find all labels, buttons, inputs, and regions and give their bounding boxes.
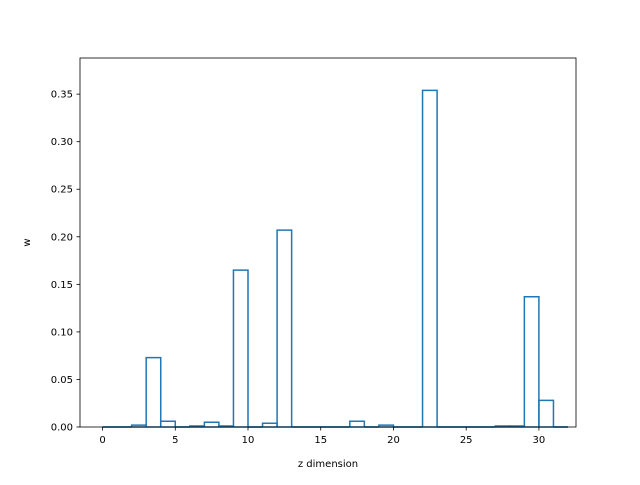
y-tick-label: 0.25	[51, 185, 73, 196]
y-ticks: 0.00 0.05 0.10 0.15 0.20 0.25 0.30 0.35	[51, 90, 80, 434]
y-tick-label: 0.05	[51, 375, 73, 386]
x-tick-label: 10	[242, 435, 255, 446]
histogram-bar	[145, 356, 162, 427]
histogram-bar	[378, 424, 395, 427]
y-tick-label: 0.15	[51, 280, 73, 291]
histogram-bar	[349, 420, 366, 427]
x-tick-label: 30	[533, 435, 546, 446]
histogram-bar	[276, 229, 293, 427]
x-tick-label: 20	[387, 435, 400, 446]
y-axis-label: w	[22, 238, 33, 246]
y-tick-label: 0.30	[51, 137, 73, 148]
histogram-bar	[203, 421, 220, 427]
x-tick-label: 25	[460, 435, 473, 446]
y-tick-label: 0.20	[51, 232, 73, 243]
x-tick-label: 5	[172, 435, 178, 446]
histogram-bar	[421, 89, 438, 427]
histogram-bar	[159, 420, 177, 427]
histogram-bar	[538, 399, 555, 427]
x-axis-label: z dimension	[298, 459, 358, 470]
histogram-bar	[523, 295, 540, 427]
x-tick-label: 0	[99, 435, 105, 446]
x-tick-label: 15	[314, 435, 327, 446]
y-tick-label: 0.10	[51, 327, 73, 338]
histogram-bar	[232, 269, 249, 427]
x-ticks: 0 5 10 15 20 25 30	[99, 427, 545, 446]
axes-frame	[79, 57, 577, 428]
y-tick-label: 0.35	[51, 90, 73, 101]
y-tick-label: 0.00	[51, 423, 73, 434]
